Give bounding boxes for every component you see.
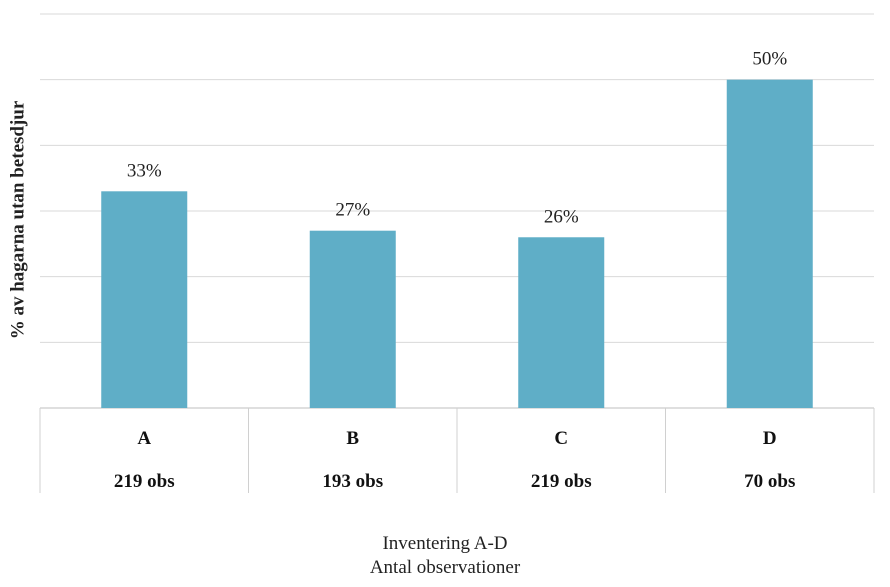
- category-sublabel: 193 obs: [322, 471, 383, 492]
- category-label: C: [554, 428, 568, 449]
- bar-chart: 33% A 219 obs 27% B 193 obs 26% C 219 obs 50% D 70 …: [39, 13, 875, 493]
- x-axis-title-line-2: Antal observationer: [369, 557, 521, 578]
- category-sublabel: 219 obs: [531, 471, 592, 492]
- data-label: 26%: [544, 206, 579, 227]
- category-sublabel: 70 obs: [744, 471, 795, 492]
- category-label: A: [137, 428, 151, 449]
- category-sublabel: 219 obs: [114, 471, 175, 492]
- bar-C: [518, 237, 605, 408]
- category-label: D: [763, 428, 777, 449]
- bar-B: [309, 230, 396, 408]
- data-label: 33%: [127, 160, 162, 181]
- x-axis-title-line-1: Inventering A-D: [382, 533, 508, 554]
- data-label: 50%: [752, 49, 787, 70]
- bar-D: [726, 79, 813, 409]
- bar-A: [101, 191, 188, 408]
- category-label: B: [346, 428, 359, 449]
- data-label: 27%: [335, 200, 370, 221]
